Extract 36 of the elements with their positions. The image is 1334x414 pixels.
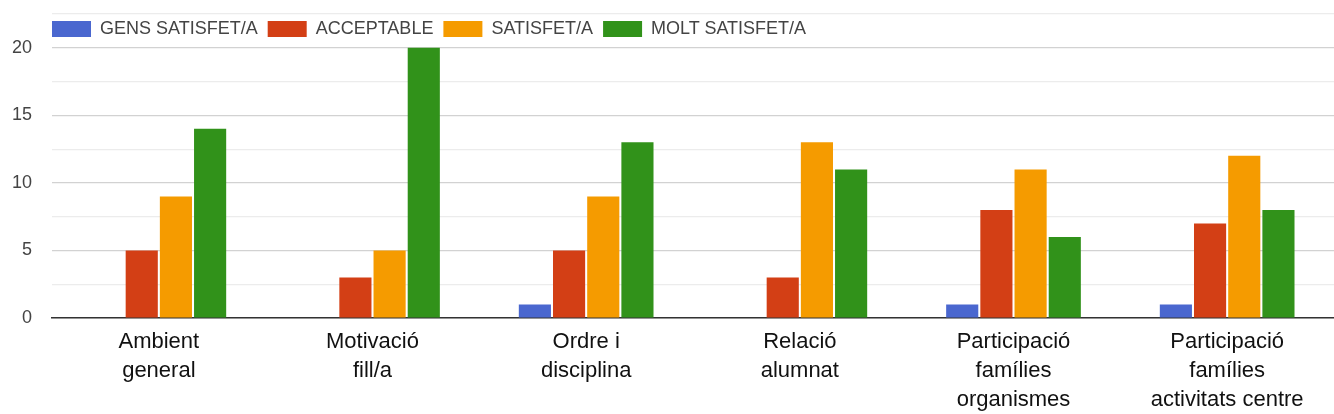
bar (125, 250, 158, 318)
x-tick-label: Relació alumnat (760, 327, 839, 382)
legend-label: GENS SATISFET/A (100, 17, 258, 38)
x-tick-label: Ambient general (118, 327, 200, 382)
bar (1228, 155, 1261, 318)
y-tick-label: 5 (21, 239, 32, 260)
y-tick-label: 0 (21, 306, 32, 327)
legend-label: SATISFET/A (491, 17, 594, 38)
y-tick-label: 20 (11, 36, 32, 57)
bar (1159, 304, 1192, 318)
bar (800, 142, 833, 318)
x-tick-label: Participació famílies activitats centre (1150, 327, 1304, 411)
bar (373, 250, 406, 318)
bar (621, 142, 654, 318)
bar (766, 277, 799, 318)
bar (553, 250, 586, 318)
bar (946, 304, 979, 318)
bar (1014, 169, 1047, 318)
bar (194, 128, 227, 318)
x-tick-label: Ordre i disciplina (540, 327, 633, 382)
y-tick-label: 15 (11, 104, 32, 125)
legend-label: ACCEPTABLE (315, 17, 434, 38)
y-tick-label: 10 (11, 171, 32, 192)
x-tick-label: Participació famílies organismes (956, 327, 1071, 411)
bar (339, 277, 372, 318)
legend-label: MOLT SATISFET/A (651, 17, 807, 38)
bar (518, 304, 551, 318)
bar (407, 47, 440, 318)
bar (159, 196, 192, 318)
bar (980, 209, 1013, 318)
bar (1048, 236, 1081, 318)
bar (1194, 223, 1227, 318)
bar (587, 196, 620, 318)
bar (835, 169, 868, 318)
x-tick-label: Motivació fill/a (326, 327, 419, 382)
bar (1262, 209, 1295, 318)
